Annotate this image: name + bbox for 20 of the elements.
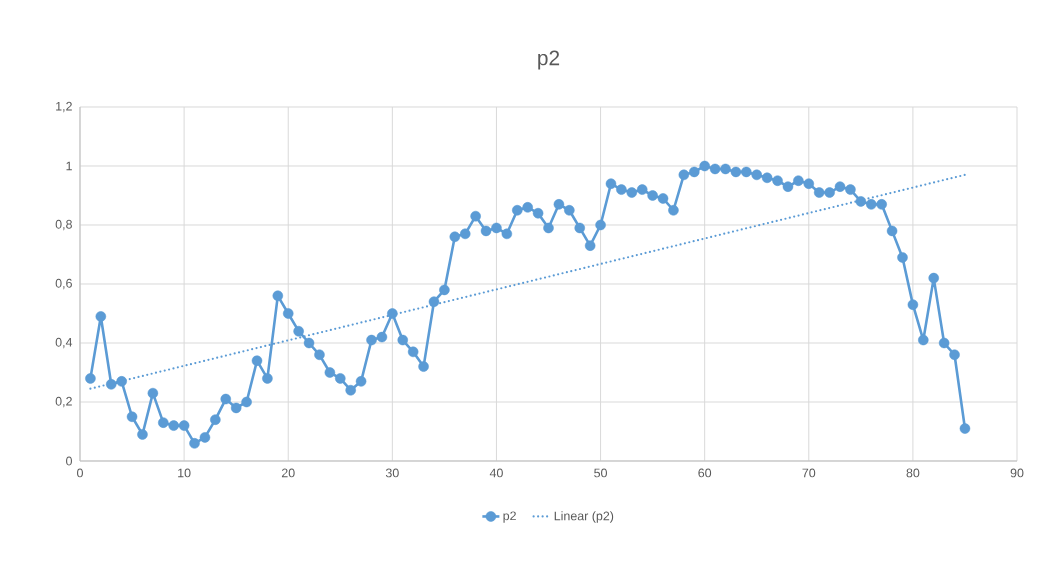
x-tick-label: 40 bbox=[489, 468, 503, 478]
y-tick-label: 1,2 bbox=[56, 101, 72, 113]
x-tick-label: 30 bbox=[385, 468, 399, 478]
legend-label: p2 bbox=[503, 511, 516, 523]
x-tick-label: 10 bbox=[178, 468, 191, 478]
x-tick-label: 20 bbox=[281, 468, 295, 478]
x-tick-label: 50 bbox=[594, 468, 607, 478]
x-tick-label: 60 bbox=[698, 468, 712, 478]
y-tick-label: 0,4 bbox=[55, 337, 73, 349]
y-tick-label: 0 bbox=[66, 456, 72, 466]
y-tick-label: 1 bbox=[66, 161, 72, 171]
legend-label: Linear (p2) bbox=[554, 511, 614, 523]
x-tick-label: 0 bbox=[77, 468, 83, 478]
chart-title: p2 bbox=[538, 50, 560, 70]
x-tick-label: 80 bbox=[906, 468, 920, 478]
y-tick-label: 0,6 bbox=[55, 278, 72, 290]
y-tick-label: 0,2 bbox=[55, 396, 72, 408]
x-tick-label: 70 bbox=[802, 468, 816, 478]
x-tick-label: 90 bbox=[1010, 468, 1024, 478]
y-tick-label: 0,8 bbox=[55, 219, 72, 231]
